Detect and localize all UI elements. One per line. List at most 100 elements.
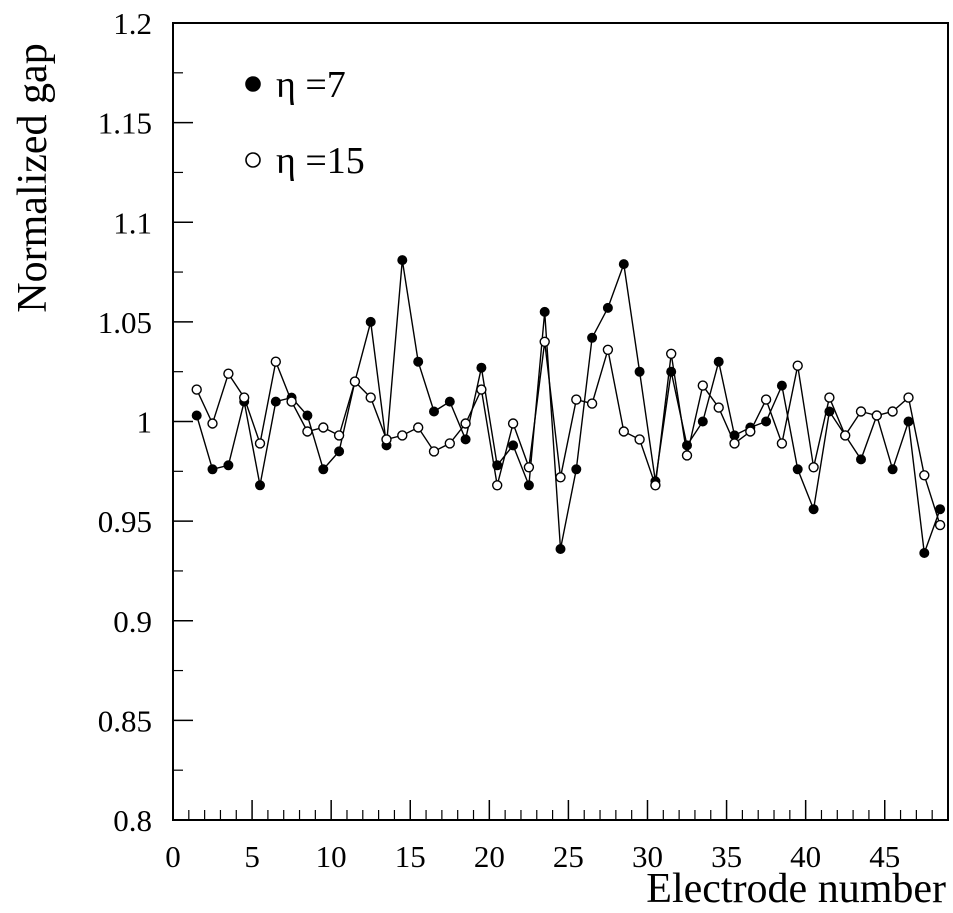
x-tick-label: 0 [165, 839, 181, 874]
series-1-point [634, 366, 645, 377]
series-1-point [365, 316, 376, 327]
series-1-point [492, 460, 503, 471]
x-tick-label: 25 [553, 839, 584, 874]
series-1-point [318, 464, 329, 475]
series-2-point [634, 434, 645, 445]
series-1-point [523, 480, 534, 491]
series-1-point [887, 464, 898, 475]
y-tick-label: 0.9 [113, 604, 152, 639]
x-tick-label: 20 [474, 839, 505, 874]
series-2-point [808, 462, 819, 473]
series-2-point [760, 394, 772, 405]
series-1-point [856, 454, 867, 465]
series-2-point [191, 384, 202, 395]
series-2-point [586, 398, 598, 409]
series-1-point [666, 366, 677, 377]
series-1-point [413, 356, 424, 367]
series-1-point [903, 416, 914, 427]
x-tick-label: 30 [632, 839, 663, 874]
series-2-point [254, 438, 266, 449]
series-2-point [507, 418, 519, 429]
series-2-point [650, 480, 661, 491]
series-2-point [460, 418, 471, 429]
series-2-point [713, 402, 724, 413]
series-1-point [508, 440, 519, 451]
series-1-point [824, 406, 835, 417]
series-2-point [207, 418, 218, 429]
legend-marker-series-2 [245, 152, 261, 168]
series-1-point [191, 410, 202, 421]
series-1-point [808, 504, 819, 515]
series-1-point [571, 464, 582, 475]
series-2-point [365, 392, 376, 403]
series-1-line [196, 259, 941, 554]
series-2-point [855, 406, 867, 417]
series-1-point [919, 548, 930, 559]
series-2-point [681, 450, 693, 461]
x-tick-label: 40 [790, 839, 821, 874]
series-2-point [539, 336, 550, 347]
series-2-point [349, 376, 361, 387]
series-2-point [602, 344, 614, 355]
series-2-point [381, 434, 392, 445]
series-2-point [618, 426, 629, 437]
x-axis-ticks: 0 5 10 15 20 25 30 35 40 45 [165, 800, 933, 874]
legend: η =7 η =15 [245, 64, 365, 182]
series-1-point [444, 396, 455, 407]
series-1-point [207, 464, 218, 475]
series-2-point [302, 426, 313, 437]
series-1-point [476, 362, 487, 373]
series-1-point [460, 434, 471, 445]
series-layer [191, 255, 946, 559]
y-tick-label: 0.8 [113, 803, 152, 838]
y-tick-label: 0.95 [98, 504, 152, 539]
series-2-point [919, 470, 930, 481]
series-1-point [270, 396, 281, 407]
series-2-point [571, 394, 582, 405]
series-1-point [618, 259, 629, 270]
series-2-point [697, 380, 708, 391]
x-tick-label: 35 [711, 839, 742, 874]
series-1-point [602, 302, 613, 313]
x-tick-label: 15 [395, 839, 426, 874]
series-2-point [318, 422, 329, 433]
y-tick-label: 1.2 [113, 6, 152, 41]
y-tick-label: 1.05 [98, 305, 152, 340]
series-2-point [555, 472, 566, 483]
series-2-point [871, 410, 882, 421]
series-2-point [824, 392, 835, 403]
series-1-point [713, 356, 724, 367]
series-1-point [761, 416, 772, 427]
series-1-point [397, 255, 408, 266]
series-1-point [792, 464, 803, 475]
y-axis-ticks: 0.8 0.85 0.9 0.95 1 1.05 1.1 1.15 1.2 [98, 6, 193, 838]
y-tick-label: 1.15 [98, 106, 152, 141]
y-axis-title: Normalized gap [10, 43, 56, 312]
x-tick-label: 5 [244, 839, 260, 874]
series-2-point [428, 446, 440, 457]
series-2-point [792, 360, 803, 371]
series-1-point [254, 480, 265, 491]
series-1-point [302, 410, 313, 421]
x-axis-title: Electrode number [646, 866, 946, 912]
series-2-point [934, 519, 946, 531]
series-2-point [729, 438, 740, 449]
x-tick-label: 45 [869, 839, 900, 874]
series-2-point [476, 384, 487, 395]
y-tick-label: 0.85 [98, 703, 152, 738]
series-2-point [840, 430, 851, 441]
series-2-point [745, 426, 756, 437]
series-1-point [776, 380, 787, 391]
series-1-point [555, 544, 566, 555]
series-2-point [333, 430, 345, 441]
series-2-point [270, 356, 281, 367]
y-tick-label: 1 [137, 405, 153, 440]
y-tick-label: 1.1 [113, 205, 152, 240]
series-1-point [587, 332, 598, 343]
series-2-point [413, 422, 424, 433]
series-1-point [682, 440, 693, 451]
series-2-point [887, 406, 898, 417]
series-1-point [539, 306, 550, 317]
legend-label-series-1: η =7 [276, 64, 346, 106]
series-2-point [523, 462, 535, 473]
